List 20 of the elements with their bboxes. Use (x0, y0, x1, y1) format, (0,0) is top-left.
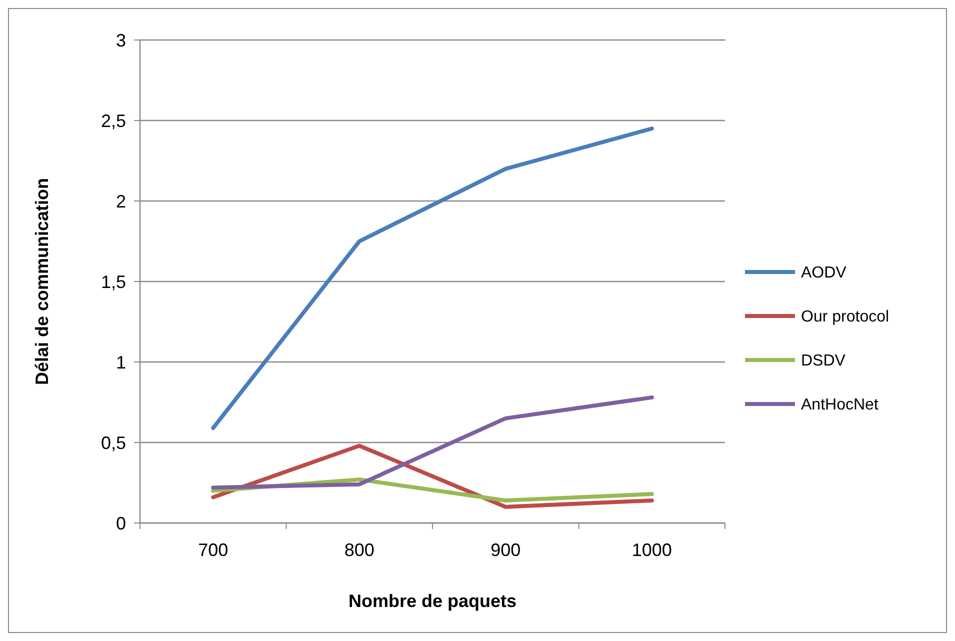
line-series (211, 395, 654, 490)
y-tick-label: 0,5 (100, 432, 126, 453)
legend-label: AODV (801, 264, 847, 282)
y-tick-label: 2,5 (100, 110, 126, 131)
y-tick-label: 1,5 (100, 272, 126, 292)
legend-label: DSDV (801, 352, 846, 370)
y-tick-label: 3 (116, 30, 126, 50)
y-tick-label: 0 (116, 513, 126, 534)
x-axis-title: Nombre de paquets (348, 591, 517, 611)
x-tick-label: 800 (344, 540, 374, 560)
y-tick-label: 1 (116, 352, 126, 372)
line-series (211, 444, 654, 509)
y-axis-title: Délai de communication (32, 178, 52, 386)
y-tick-label: 2 (116, 191, 126, 212)
x-tick-label: 700 (198, 540, 228, 560)
x-tick-label: 1000 (632, 540, 672, 560)
x-tick-label: 900 (490, 540, 521, 560)
line-series (211, 126, 654, 430)
legend-label: Our protocol (801, 308, 890, 326)
legend-label: AntHocNet (801, 396, 879, 414)
